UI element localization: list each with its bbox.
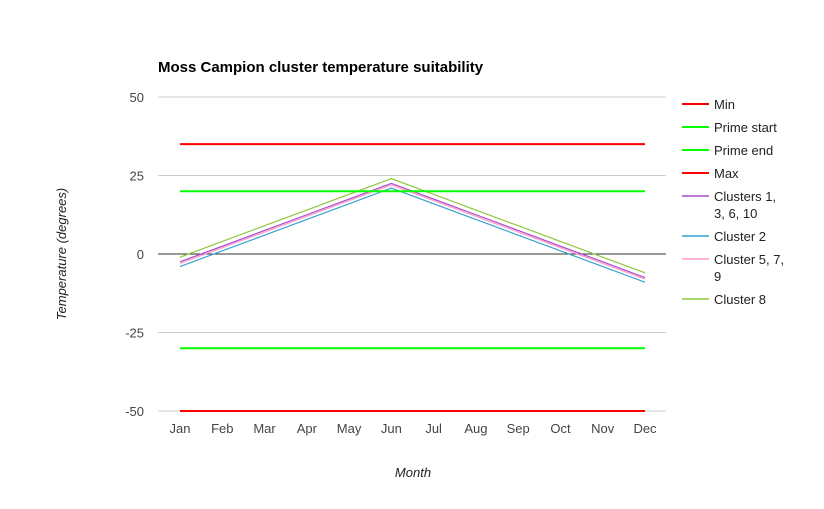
- legend-label: Cluster 2: [714, 229, 766, 244]
- y-axis-ticks: 50 25 0 -25 -50: [125, 90, 144, 419]
- legend-item: Prime start: [682, 120, 777, 135]
- x-tick-label: Mar: [253, 421, 276, 436]
- legend-label: Cluster 5, 7, 9: [714, 252, 784, 284]
- x-tick-label: Sep: [507, 421, 530, 436]
- series-line-clusters-1-3-6-10: [179, 182, 646, 279]
- legend-item: Prime end: [682, 143, 773, 158]
- legend-item: Cluster 2: [682, 229, 766, 244]
- legend-label: Prime start: [714, 120, 777, 135]
- x-tick-label: Dec: [633, 421, 657, 436]
- series-lines: [179, 143, 646, 412]
- x-tick-label: Feb: [211, 421, 233, 436]
- x-tick-label: Nov: [591, 421, 615, 436]
- series-line-cluster-5-7-9: [179, 184, 646, 280]
- y-axis-title: Temperature (degrees): [54, 188, 69, 320]
- legend-label: Prime end: [714, 143, 773, 158]
- legend-item: Clusters 1, 3, 6, 10: [682, 189, 776, 221]
- legend: Min Prime start Prime end Max Clusters 1, 3, …: [682, 97, 784, 307]
- legend-item: Cluster 5, 7, 9: [682, 252, 784, 284]
- series-line-cluster-8: [179, 177, 646, 274]
- legend-label: Cluster 8: [714, 292, 766, 307]
- series-line-cluster-2: [179, 187, 646, 283]
- x-tick-label: May: [337, 421, 362, 436]
- legend-item: Min: [682, 97, 735, 112]
- legend-label: Max: [714, 166, 739, 181]
- y-tick-label: -25: [125, 326, 144, 341]
- x-tick-label: Jan: [170, 421, 191, 436]
- x-tick-label: Oct: [550, 421, 571, 436]
- y-tick-label: -50: [125, 404, 144, 419]
- x-tick-label: Jun: [381, 421, 402, 436]
- x-axis-title: Month: [395, 465, 431, 480]
- x-tick-label: Aug: [464, 421, 487, 436]
- y-tick-label: 0: [137, 247, 144, 262]
- chart-title: Moss Campion cluster temperature suitabi…: [158, 59, 484, 76]
- x-tick-label: Apr: [297, 421, 318, 436]
- legend-item: Cluster 8: [682, 292, 766, 307]
- y-tick-label: 50: [130, 90, 144, 105]
- x-tick-label: Jul: [425, 421, 442, 436]
- x-axis-ticks: Jan Feb Mar Apr May Jun Jul Aug Sep Oct Nov Dec: [170, 421, 658, 436]
- y-tick-label: 25: [130, 169, 144, 184]
- legend-label: Clusters 1, 3, 6, 10: [714, 189, 776, 221]
- legend-item: Max: [682, 166, 739, 181]
- legend-label: Min: [714, 97, 735, 112]
